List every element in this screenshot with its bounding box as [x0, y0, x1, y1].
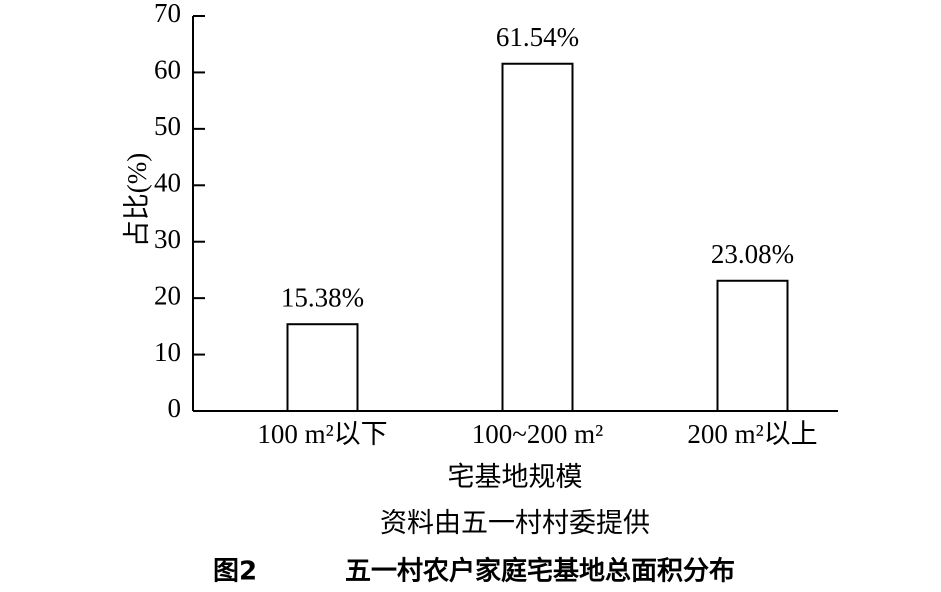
value-label: 23.08%: [711, 239, 794, 269]
x-tick-label: 100 m²以下: [257, 419, 387, 449]
bar: [501, 62, 574, 412]
value-label: 61.54%: [496, 22, 579, 52]
y-tick-label: 40: [154, 167, 181, 197]
x-tick-label: 100~200 m²: [472, 419, 603, 449]
y-tick-label: 0: [168, 393, 182, 423]
x-tick-label: 200 m²以上: [687, 419, 817, 449]
y-tick-label: 20: [154, 280, 181, 310]
y-tick-label: 60: [154, 55, 181, 85]
value-label: 15.38%: [281, 282, 364, 312]
y-tick-label: 50: [154, 111, 181, 141]
bar: [286, 323, 359, 412]
figure-label: 图2: [213, 557, 257, 587]
y-tick-label: 10: [154, 337, 181, 367]
y-tick-label: 70: [154, 0, 181, 28]
y-tick-label: 30: [154, 224, 181, 254]
source-note: 资料由五一村村委提供: [380, 508, 650, 538]
y-axis-label: 占比(%): [122, 153, 152, 247]
x-axis-label: 宅基地规模: [448, 462, 583, 492]
chart-title: 五一村农户家庭宅基地总面积分布: [345, 556, 735, 587]
bar: [716, 279, 789, 412]
